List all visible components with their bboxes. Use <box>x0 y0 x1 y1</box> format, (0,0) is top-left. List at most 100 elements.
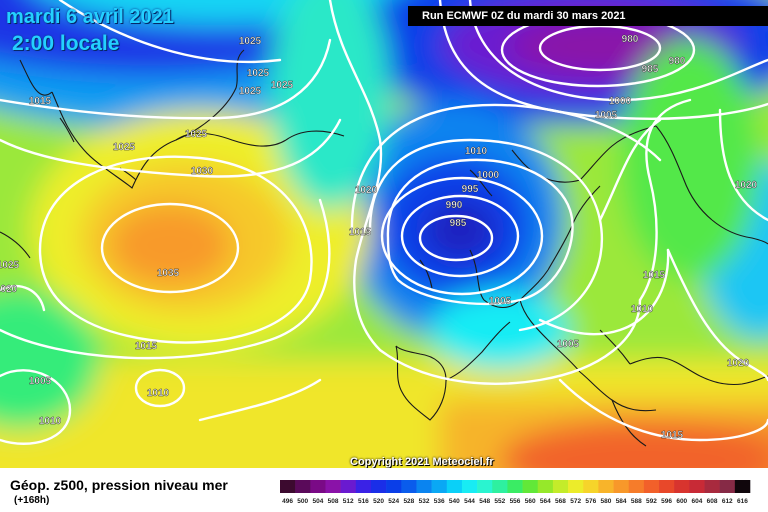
scale-value: 580 <box>601 498 612 505</box>
scale-value: 592 <box>646 498 657 505</box>
scale-value: 596 <box>661 498 672 505</box>
isobar-label: 980 <box>622 34 639 45</box>
scale-value: 512 <box>343 498 354 505</box>
isobar-label: 1025 <box>239 86 262 97</box>
isobar-label: 1025 <box>247 68 270 79</box>
isobars <box>0 0 768 444</box>
isobar-label: 1025 <box>185 129 208 140</box>
scale-swatch <box>552 480 569 493</box>
scale-swatch <box>477 480 493 493</box>
scale-swatch <box>280 480 296 493</box>
scale-swatch <box>295 480 311 493</box>
isobar-labels: 1025102510251025102510151025103010351015… <box>0 34 758 441</box>
lead-time: (+168h) <box>14 495 50 506</box>
isobar-label: 985 <box>642 64 659 75</box>
scale-swatch <box>461 480 478 493</box>
isobar-label: 1015 <box>29 96 52 107</box>
scale-swatch <box>704 480 720 493</box>
isobar-label: 995 <box>462 184 479 195</box>
scale-swatch <box>719 480 736 493</box>
model-run-banner: Run ECMWF 0Z du mardi 30 mars 2021 <box>408 6 768 26</box>
scale-value: 564 <box>540 498 551 505</box>
isobar-label: 1005 <box>595 110 618 121</box>
scale-value: 612 <box>722 498 733 505</box>
scale-swatch <box>416 480 432 493</box>
scale-swatch <box>537 480 554 493</box>
color-scale: 496 500 504 508 512 516 520 524 528 532 536 540 544 5… <box>280 480 751 505</box>
scale-swatch <box>522 480 539 493</box>
isobar-label: 1015 <box>643 270 666 281</box>
scale-value: 508 <box>328 498 339 505</box>
scale-value: 576 <box>585 498 596 505</box>
scale-swatch <box>325 480 341 493</box>
scale-swatch <box>492 480 508 493</box>
scale-value: 504 <box>312 498 323 505</box>
scale-value: 604 <box>692 498 703 505</box>
scale-value: 532 <box>419 498 430 505</box>
scale-swatch <box>568 480 584 493</box>
isobar-label: 1010 <box>465 146 488 157</box>
isobar-label: 1000 <box>609 96 632 107</box>
isobar-label: 1015 <box>661 430 684 441</box>
isobar-label: 1020 <box>727 358 750 369</box>
scale-value: 600 <box>676 498 687 505</box>
scale-swatch <box>674 480 690 493</box>
scale-swatch <box>734 480 751 493</box>
isobar-label: 1005 <box>557 339 580 350</box>
forecast-date: mardi 6 avril 2021 <box>6 6 174 28</box>
scale-swatch <box>689 480 705 493</box>
isobar-label: 985 <box>450 218 467 229</box>
isobar-label: 1025 <box>0 260 20 271</box>
scale-swatch <box>643 480 660 493</box>
scale-swatch <box>431 480 448 493</box>
scale-value: 496 <box>282 498 293 505</box>
scale-value: 544 <box>464 498 475 505</box>
scale-swatch <box>598 480 614 493</box>
scale-swatch <box>370 480 387 493</box>
isobar-label: 1015 <box>349 227 372 238</box>
scale-value: 524 <box>388 498 399 505</box>
scale-swatch <box>583 480 599 493</box>
scale-value: 572 <box>570 498 581 505</box>
isobar-label: 1005 <box>489 296 512 307</box>
scale-swatch <box>310 480 326 493</box>
isobar-label: 1020 <box>355 185 378 196</box>
scale-value: 584 <box>616 498 627 505</box>
scale-value: 540 <box>449 498 460 505</box>
scale-swatch <box>659 480 675 493</box>
geopotential-field <box>0 0 768 468</box>
isobar-label: 990 <box>446 200 463 211</box>
isobar-label: 1030 <box>191 166 214 177</box>
scale-value: 560 <box>525 498 536 505</box>
scale-value: 608 <box>707 498 718 505</box>
isobar-label: 1025 <box>113 142 136 153</box>
geopotential-map: 1025102510251025102510151025103010351015… <box>0 0 768 468</box>
scale-value: 568 <box>555 498 566 505</box>
scale-value: 500 <box>297 498 308 505</box>
scale-swatch <box>386 480 402 493</box>
isobar-label: 1000 <box>477 170 500 181</box>
scale-swatch <box>355 480 372 493</box>
scale-swatch <box>401 480 417 493</box>
scale-value: 616 <box>737 498 748 505</box>
scale-value: 548 <box>479 498 490 505</box>
scale-swatch <box>628 480 645 493</box>
local-time: 2:00 locale <box>12 32 120 55</box>
isobar-label: 1035 <box>157 268 180 279</box>
scale-swatch <box>613 480 630 493</box>
scale-value: 588 <box>631 498 642 505</box>
scale-value: 516 <box>358 498 369 505</box>
isobar-label: 1025 <box>271 80 294 91</box>
scale-value: 536 <box>434 498 445 505</box>
isobar-label: 1010 <box>147 388 170 399</box>
scale-value: 552 <box>494 498 505 505</box>
scale-swatch <box>507 480 523 493</box>
isobar-label: 1005 <box>29 376 52 387</box>
scale-swatch <box>340 480 357 493</box>
isobar-label: 1010 <box>39 416 62 427</box>
isobar-label: 1020 <box>735 180 758 191</box>
isobar-label: 1010 <box>631 304 654 315</box>
isobar-label: 1025 <box>239 36 262 47</box>
isobar-label: 980 <box>669 56 686 67</box>
